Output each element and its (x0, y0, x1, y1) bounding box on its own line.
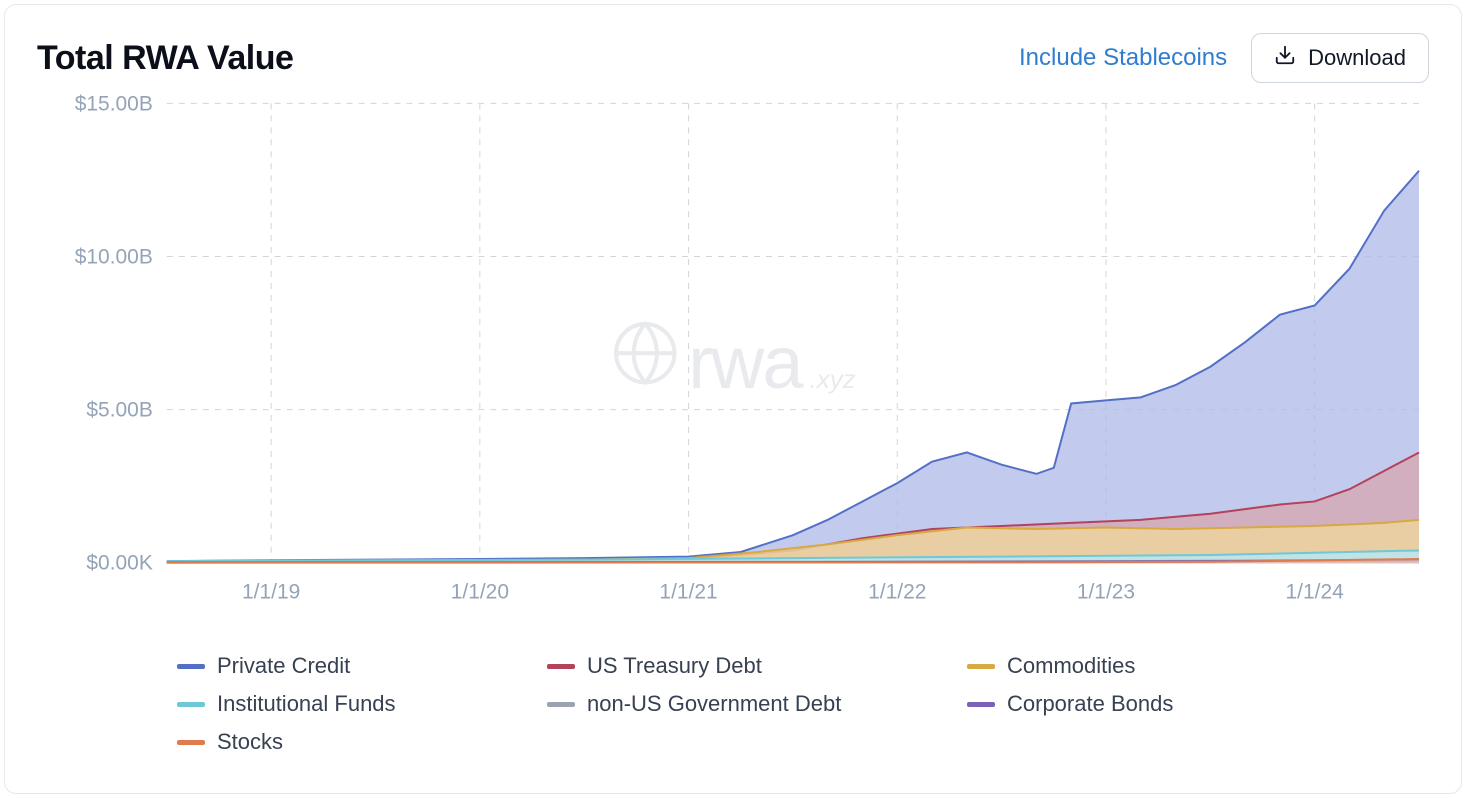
page-title: Total RWA Value (37, 39, 293, 78)
legend: Private Credit US Treasury Debt Commoditie… (37, 653, 1429, 755)
svg-text:$10.00B: $10.00B (75, 245, 153, 268)
legend-swatch (177, 740, 205, 745)
svg-text:1/1/24: 1/1/24 (1286, 581, 1345, 604)
legend-item[interactable]: Institutional Funds (177, 691, 547, 717)
download-button-label: Download (1308, 45, 1406, 71)
legend-swatch (967, 664, 995, 669)
chart-card: Total RWA Value Include Stablecoins Down… (4, 4, 1462, 794)
chart-area: $0.00K $5.00B $10.00B $15.00B 1/1/19 1/1/20 1/… (37, 93, 1429, 613)
svg-text:$5.00B: $5.00B (86, 399, 152, 422)
legend-label: US Treasury Debt (587, 653, 762, 679)
legend-swatch (177, 664, 205, 669)
legend-label: Institutional Funds (217, 691, 396, 717)
svg-text:1/1/19: 1/1/19 (242, 581, 300, 604)
area-chart: $0.00K $5.00B $10.00B $15.00B 1/1/19 1/1/20 1/… (37, 93, 1429, 613)
legend-swatch (547, 664, 575, 669)
legend-swatch (547, 702, 575, 707)
legend-swatch (177, 702, 205, 707)
legend-item[interactable]: US Treasury Debt (547, 653, 967, 679)
legend-item[interactable]: Private Credit (177, 653, 547, 679)
download-button[interactable]: Download (1251, 33, 1429, 83)
svg-text:1/1/23: 1/1/23 (1077, 581, 1135, 604)
legend-label: Commodities (1007, 653, 1135, 679)
svg-text:$15.00B: $15.00B (75, 93, 153, 115)
svg-text:1/1/22: 1/1/22 (868, 581, 926, 604)
legend-item[interactable]: non-US Government Debt (547, 691, 967, 717)
download-icon (1274, 44, 1296, 72)
legend-label: non-US Government Debt (587, 691, 841, 717)
legend-item[interactable]: Corporate Bonds (967, 691, 1307, 717)
svg-text:$0.00K: $0.00K (86, 552, 152, 575)
include-stablecoins-link[interactable]: Include Stablecoins (1019, 44, 1227, 72)
header: Total RWA Value Include Stablecoins Down… (37, 33, 1429, 83)
legend-label: Private Credit (217, 653, 350, 679)
header-actions: Include Stablecoins Download (1019, 33, 1429, 83)
legend-item[interactable]: Commodities (967, 653, 1307, 679)
legend-label: Corporate Bonds (1007, 691, 1173, 717)
legend-item[interactable]: Stocks (177, 729, 547, 755)
svg-text:1/1/20: 1/1/20 (451, 581, 509, 604)
svg-text:1/1/21: 1/1/21 (659, 581, 717, 604)
legend-swatch (967, 702, 995, 707)
legend-label: Stocks (217, 729, 283, 755)
